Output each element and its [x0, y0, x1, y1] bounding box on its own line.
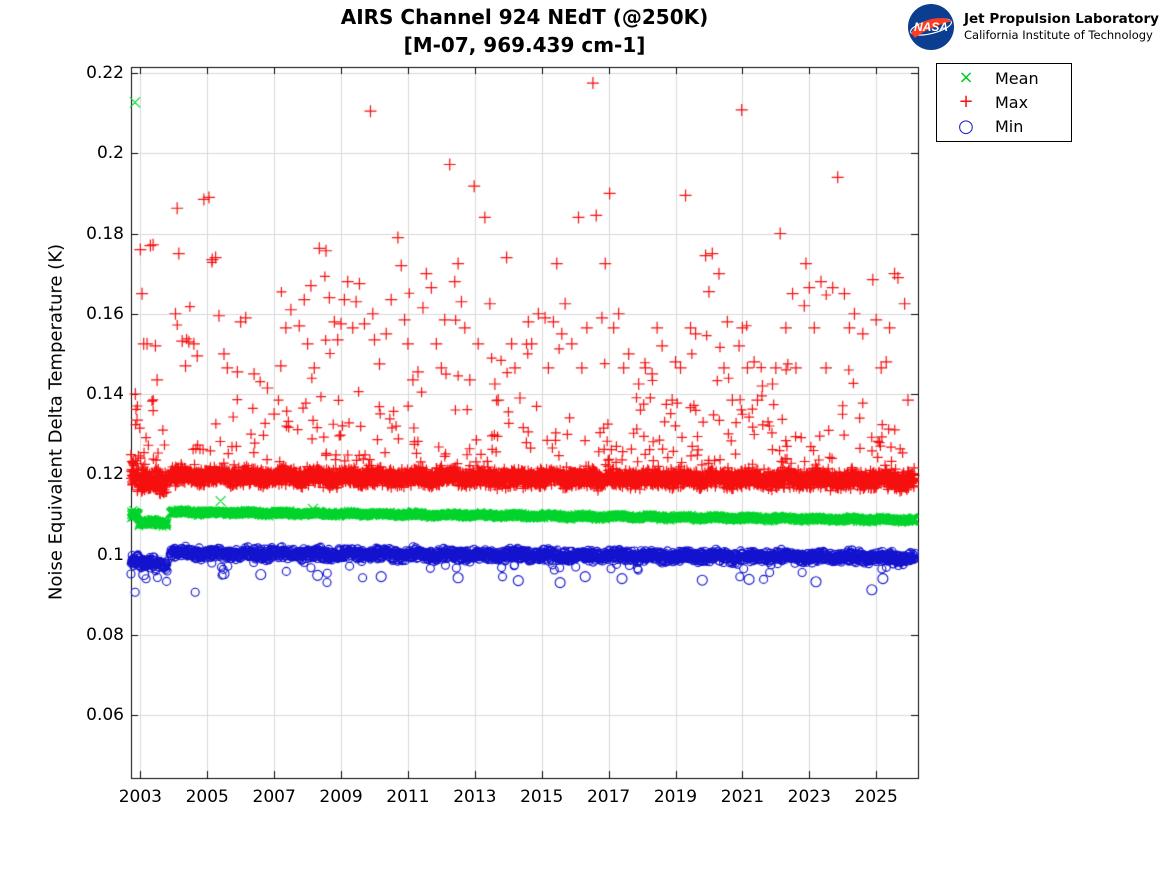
mean-x-marker-icon: × [958, 67, 974, 89]
x-tick-label: 2007 [252, 787, 296, 807]
max-plus-marker-icon: + [958, 91, 974, 113]
x-tick-label: 2019 [653, 787, 698, 807]
nasa-logo-icon: NASA [908, 4, 954, 50]
y-tick-label: 0.22 [86, 63, 124, 84]
jpl-name: Jet Propulsion Laboratory [964, 11, 1159, 27]
min-circle-marker-icon: ○ [958, 115, 974, 137]
y-tick-label: 0.16 [86, 303, 124, 324]
y-tick-label: 0.08 [86, 624, 124, 645]
jpl-header: NASA Jet Propulsion Laboratory Californi… [906, 2, 1159, 52]
x-tick-label: 2009 [319, 787, 363, 807]
x-tick-label: 2021 [720, 787, 765, 807]
y-tick-label: 0.1 [96, 544, 124, 565]
x-tick-label: 2013 [453, 787, 497, 807]
legend-label-min: Min [995, 117, 1024, 137]
x-tick-label: 2025 [854, 787, 898, 807]
jpl-text-block: Jet Propulsion Laboratory California Ins… [964, 11, 1159, 43]
y-tick-label: 0.12 [86, 464, 124, 485]
x-tick-label: 2005 [185, 787, 229, 807]
chart-subtitle: [M-07, 969.439 cm-1] [403, 33, 646, 57]
y-tick-label: 0.18 [86, 223, 124, 244]
chart-title-block: AIRS Channel 924 NEdT (@250K) [M-07, 969… [131, 3, 918, 59]
y-tick-label: 0.14 [86, 384, 124, 404]
legend: × Mean + Max ○ Min [936, 63, 1072, 142]
legend-row-mean: × Mean [937, 66, 1071, 90]
x-tick-label: 2023 [787, 787, 831, 807]
legend-label-mean: Mean [995, 68, 1039, 88]
y-tick-label: 0.06 [86, 705, 124, 725]
y-tick-label: 0.2 [96, 143, 124, 164]
x-tick-label: 2015 [520, 787, 564, 807]
svg-text:NASA: NASA [914, 20, 948, 34]
x-tick-label: 2017 [586, 787, 631, 807]
legend-row-max: + Max [937, 90, 1071, 114]
legend-row-min: ○ Min [937, 115, 1071, 139]
x-tick-label: 2011 [386, 787, 430, 807]
x-tick-label: 2003 [118, 787, 162, 807]
chart-title: AIRS Channel 924 NEdT (@250K) [340, 5, 709, 29]
legend-label-max: Max [995, 92, 1029, 112]
caltech-name: California Institute of Technology [964, 28, 1153, 42]
